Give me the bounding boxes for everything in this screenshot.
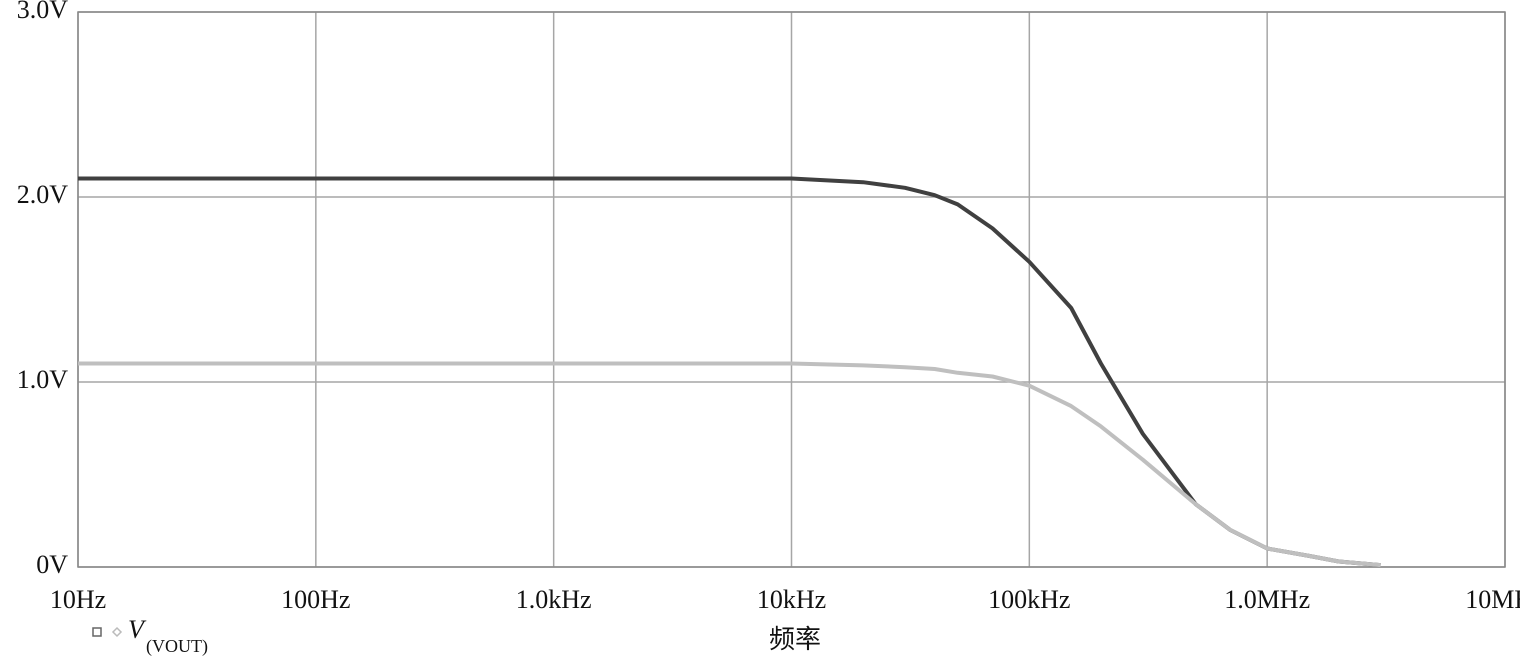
- x-tick-label: 100kHz: [988, 585, 1070, 614]
- legend-label-sub: (VOUT): [146, 636, 208, 657]
- series-line: [78, 176, 1381, 568]
- legend-label: V: [128, 615, 147, 644]
- x-tick-label: 100Hz: [281, 585, 350, 614]
- series-line: [78, 361, 1381, 568]
- legend-marker: [92, 627, 102, 637]
- y-tick-label: 1.0V: [17, 365, 69, 394]
- x-tick-label: 10kHz: [757, 585, 826, 614]
- y-tick-label: 2.0V: [17, 180, 69, 209]
- x-tick-label: 1.0MHz: [1224, 585, 1310, 614]
- plot-border: [77, 11, 1506, 568]
- y-tick-label: 0V: [36, 550, 68, 579]
- legend-marker: [111, 626, 123, 638]
- x-tick-label: 10MHz: [1465, 585, 1520, 614]
- x-tick-label: 10Hz: [50, 585, 106, 614]
- y-tick-label: 3.0V: [17, 0, 69, 24]
- x-axis-title: 频率: [769, 625, 821, 654]
- x-tick-label: 1.0kHz: [516, 585, 592, 614]
